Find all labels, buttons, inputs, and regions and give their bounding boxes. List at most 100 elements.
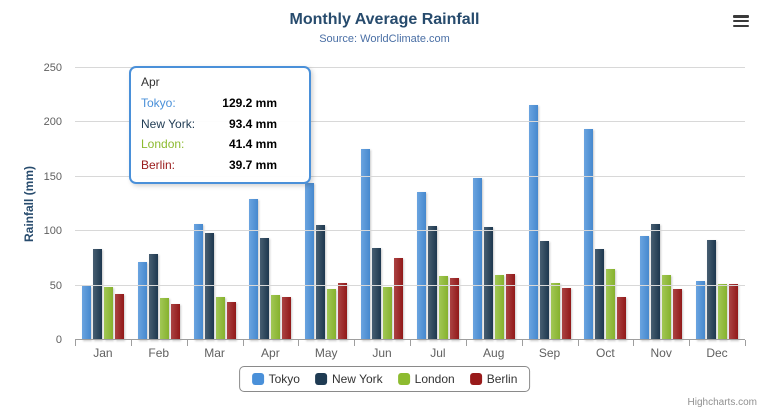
- burger-line: [733, 24, 749, 27]
- bar-tokyo-may[interactable]: [305, 183, 315, 340]
- bar-london-aug[interactable]: [494, 275, 504, 340]
- export-menu-icon[interactable]: [733, 15, 749, 27]
- legend-item-berlin[interactable]: Berlin: [469, 372, 518, 386]
- legend-label: Berlin: [486, 372, 518, 386]
- x-axis-label-feb: Feb: [148, 346, 170, 360]
- bar-london-mar[interactable]: [215, 297, 225, 340]
- tooltip-series-name: Berlin:: [141, 157, 176, 172]
- bar-london-dec[interactable]: [718, 284, 728, 340]
- credits-link[interactable]: Highcharts.com: [687, 397, 757, 408]
- bar-tokyo-feb[interactable]: [137, 262, 147, 340]
- x-axis-label-jul: Jul: [430, 346, 446, 360]
- bar-tokyo-mar[interactable]: [193, 224, 203, 340]
- bar-london-may[interactable]: [327, 288, 337, 340]
- y-tick-label-150: 150: [43, 170, 62, 183]
- legend-label: London: [414, 372, 455, 386]
- x-axis-label-sep: Sep: [538, 346, 561, 360]
- tooltip-category: Apr: [141, 75, 160, 89]
- bar-tokyo-nov[interactable]: [640, 236, 650, 340]
- tooltip-series-name: New York:: [141, 116, 196, 131]
- bar-groups: [75, 68, 745, 340]
- bar-berlin-nov[interactable]: [673, 289, 683, 340]
- bar-berlin-may[interactable]: [338, 282, 348, 340]
- gridline-200: [75, 121, 745, 123]
- bar-london-sep[interactable]: [550, 283, 560, 340]
- bar-new-york-aug[interactable]: [483, 226, 493, 340]
- bar-berlin-jul[interactable]: [449, 277, 459, 340]
- y-axis-labels: 0 50 100 150 200 250: [0, 62, 68, 346]
- bar-london-jan[interactable]: [103, 286, 113, 340]
- bar-berlin-feb[interactable]: [170, 303, 180, 340]
- bar-berlin-aug[interactable]: [505, 274, 515, 340]
- y-tick-label-200: 200: [43, 116, 62, 129]
- bar-london-oct[interactable]: [606, 269, 616, 340]
- y-tick-label-100: 100: [43, 225, 62, 238]
- bar-tokyo-apr[interactable]: [249, 199, 259, 340]
- bar-new-york-oct[interactable]: [595, 249, 605, 340]
- legend-swatch-icon: [251, 373, 264, 385]
- bar-new-york-sep[interactable]: [539, 240, 549, 340]
- tooltip-series-value: 93.4 mm: [228, 116, 277, 131]
- bar-tokyo-dec[interactable]: [696, 280, 706, 340]
- tooltip-row-berlin: Berlin: 39.7 mm: [141, 155, 299, 176]
- bar-new-york-mar[interactable]: [204, 232, 214, 340]
- x-axis-tick: [521, 340, 523, 346]
- y-tick-label-250: 250: [43, 62, 62, 74]
- tooltip-table: Tokyo: 129.2 mm New York: 93.4 mm London: 41.…: [141, 93, 299, 175]
- legend-item-london[interactable]: London: [397, 372, 455, 386]
- x-axis-tick: [130, 340, 132, 346]
- bar-tokyo-jun[interactable]: [361, 148, 371, 340]
- bar-new-york-feb[interactable]: [148, 254, 158, 340]
- bar-group-jan: [75, 68, 131, 340]
- x-axis-tick: [410, 340, 411, 346]
- x-axis-label-jan: Jan: [93, 346, 113, 360]
- x-axis-label-dec: Dec: [706, 346, 728, 360]
- bar-berlin-jun[interactable]: [394, 257, 404, 340]
- bar-tokyo-jan[interactable]: [81, 285, 91, 340]
- bar-tokyo-sep[interactable]: [528, 104, 538, 340]
- bar-berlin-sep[interactable]: [561, 288, 571, 340]
- bar-berlin-dec[interactable]: [729, 284, 739, 340]
- tooltip-series-name: London:: [141, 137, 185, 152]
- bar-berlin-oct[interactable]: [617, 297, 627, 340]
- bar-berlin-jan[interactable]: [114, 293, 124, 340]
- bar-group-mar: [187, 68, 243, 340]
- bar-group-sep: [522, 68, 578, 340]
- x-axis-tick: [354, 340, 356, 346]
- bar-group-feb: [131, 68, 187, 340]
- bar-new-york-may[interactable]: [316, 224, 326, 340]
- bar-london-jun[interactable]: [383, 287, 393, 340]
- bar-new-york-dec[interactable]: [707, 239, 717, 340]
- bar-london-feb[interactable]: [159, 297, 169, 340]
- bar-group-dec: [689, 68, 745, 340]
- legend-swatch-icon: [397, 373, 410, 385]
- x-axis-label-aug: Aug: [483, 346, 505, 360]
- bar-new-york-jul[interactable]: [427, 225, 437, 340]
- bar-new-york-apr[interactable]: [260, 238, 270, 340]
- bar-new-york-jun[interactable]: [372, 248, 382, 340]
- tooltip-row-new-york: New York: 93.4 mm: [141, 114, 299, 135]
- bar-tokyo-oct[interactable]: [584, 128, 594, 340]
- chart-subtitle: Source: WorldClimate.com: [319, 33, 450, 45]
- bar-berlin-apr[interactable]: [282, 296, 292, 340]
- bar-new-york-jan[interactable]: [92, 249, 102, 340]
- bar-tokyo-jul[interactable]: [416, 192, 426, 340]
- x-axis-label-mar: Mar: [204, 346, 225, 360]
- gridline-100: [75, 230, 745, 232]
- bar-london-apr[interactable]: [271, 294, 281, 340]
- x-axis-labels: Jan Feb Mar Apr May Jun Jul Aug Sep Oct Nov Dec: [75, 346, 745, 360]
- bar-london-nov[interactable]: [662, 275, 672, 340]
- legend-item-tokyo[interactable]: Tokyo: [251, 372, 300, 386]
- legend-item-new-york[interactable]: New York: [314, 372, 383, 386]
- bar-london-jul[interactable]: [438, 275, 448, 340]
- gridline-150: [75, 175, 745, 177]
- bar-new-york-nov[interactable]: [651, 224, 661, 340]
- bar-group-aug: [466, 68, 522, 340]
- bar-group-apr: [242, 68, 298, 340]
- bar-tokyo-aug[interactable]: [472, 178, 482, 340]
- bar-berlin-mar[interactable]: [226, 302, 236, 340]
- x-axis-tick: [577, 340, 579, 346]
- x-axis-tick: [633, 340, 635, 346]
- y-tick-label-50: 50: [49, 279, 62, 292]
